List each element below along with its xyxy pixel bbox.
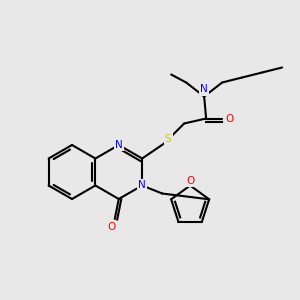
Text: S: S: [165, 134, 172, 145]
Text: N: N: [138, 181, 146, 190]
Text: O: O: [186, 176, 194, 185]
Text: N: N: [115, 140, 123, 150]
Text: O: O: [108, 222, 116, 232]
Text: N: N: [200, 85, 208, 94]
Text: O: O: [225, 113, 233, 124]
